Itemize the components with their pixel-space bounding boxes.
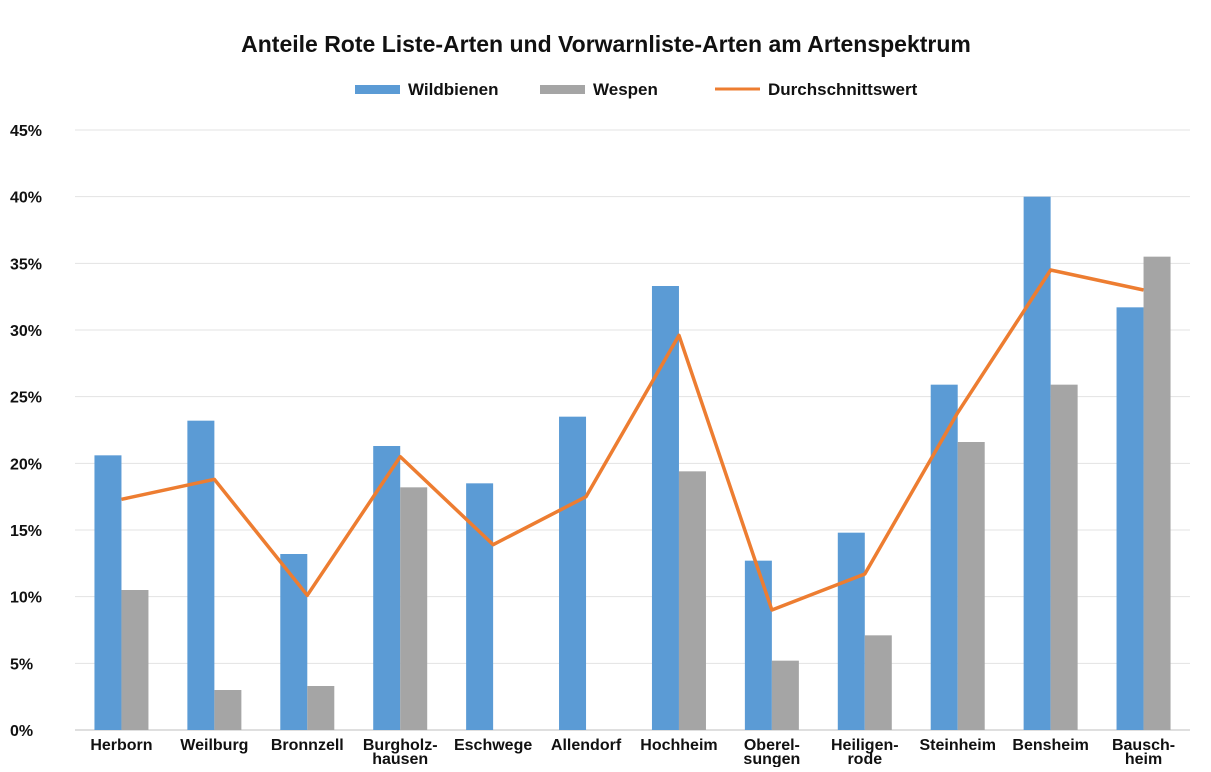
x-tick-label: Eschwege xyxy=(454,737,532,754)
x-tick-label: Herborn xyxy=(90,737,152,754)
bar-wildbienen xyxy=(745,561,772,730)
y-tick-label: 35% xyxy=(10,256,42,273)
legend: Wildbienen Wespen Durchschnittswert xyxy=(355,80,918,99)
legend-swatch xyxy=(540,85,585,94)
bar-wespen xyxy=(679,471,706,730)
bar-wespen xyxy=(121,590,148,730)
bar-wespen xyxy=(772,661,799,730)
y-tick-label: 30% xyxy=(10,323,42,340)
x-tick-label: Bronnzell xyxy=(271,737,344,754)
y-tick-label: 5% xyxy=(10,656,33,673)
bar-wildbienen xyxy=(1117,307,1144,730)
y-tick-label: 25% xyxy=(10,390,42,407)
x-tick-label: Burgholz-hausen xyxy=(363,737,438,767)
bar-wespen xyxy=(1051,385,1078,730)
bar-wespen xyxy=(958,442,985,730)
bar-wildbienen xyxy=(652,286,679,730)
x-tick-label: Bensheim xyxy=(1012,737,1088,754)
legend-label: Wespen xyxy=(593,80,658,99)
legend-label: Durchschnittswert xyxy=(768,80,918,99)
bar-wespen xyxy=(865,635,892,730)
x-tick-label: Steinheim xyxy=(919,737,995,754)
y-tick-label: 10% xyxy=(10,590,42,607)
x-tick-label: Hochheim xyxy=(640,737,717,754)
bar-wildbienen xyxy=(838,533,865,730)
y-tick-label: 45% xyxy=(10,123,42,140)
y-tick-label: 40% xyxy=(10,190,42,207)
chart-title: Anteile Rote Liste-Arten und Vorwarnlist… xyxy=(241,31,971,57)
bar-wespen xyxy=(307,686,334,730)
bar-wespen xyxy=(1144,257,1171,730)
bar-wespen xyxy=(214,690,241,730)
bar-wildbienen xyxy=(559,417,586,730)
legend-swatch xyxy=(355,85,400,94)
bar-wildbienen xyxy=(94,455,121,730)
bar-wildbienen xyxy=(187,421,214,730)
x-tick-label: Weilburg xyxy=(180,737,248,754)
y-tick-label: 0% xyxy=(10,723,33,740)
x-tick-label: Allendorf xyxy=(551,737,622,754)
x-tick-label: Oberel-sungen xyxy=(743,737,800,767)
bar-wespen xyxy=(400,487,427,730)
legend-label: Wildbienen xyxy=(408,80,499,99)
bar-wildbienen xyxy=(466,483,493,730)
y-tick-label: 15% xyxy=(10,523,42,540)
y-tick-label: 20% xyxy=(10,456,42,473)
